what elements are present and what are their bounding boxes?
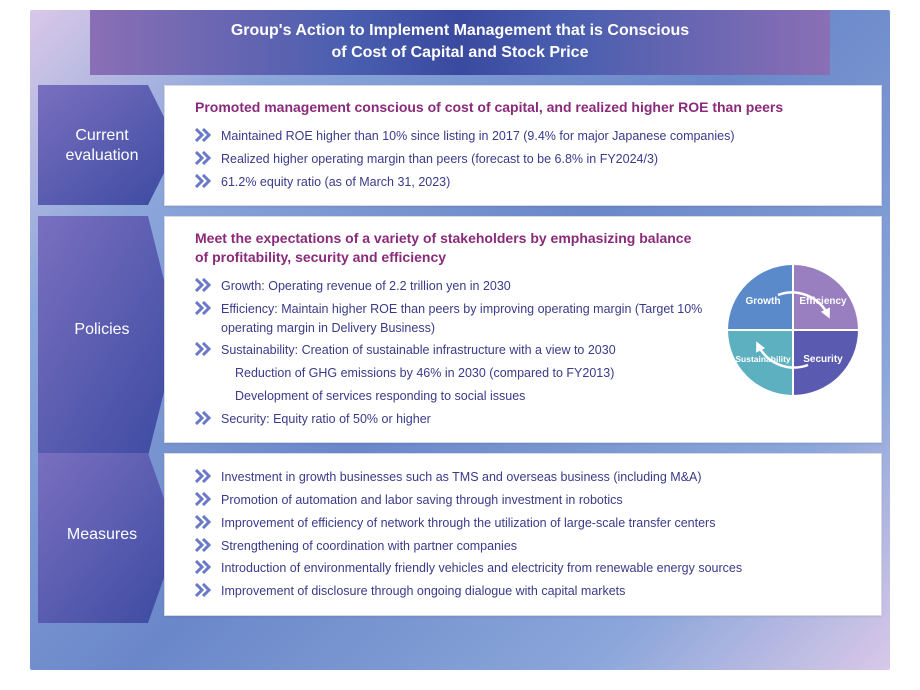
main-title: Group's Action to Implement Management t…	[90, 10, 830, 75]
chevron-icon	[195, 492, 215, 506]
chevron-icon	[195, 342, 215, 356]
title-line-1: Group's Action to Implement Management t…	[110, 20, 810, 42]
list-item: Strengthening of coordination with partn…	[195, 535, 863, 558]
list-item: Growth: Operating revenue of 2.2 trillio…	[195, 275, 706, 298]
list-item-sub: Development of services responding to so…	[195, 385, 706, 408]
bullet-list: Growth: Operating revenue of 2.2 trillio…	[195, 275, 706, 430]
card-policies: Meet the expectations of a variety of st…	[164, 216, 882, 443]
chevron-icon	[195, 174, 215, 188]
chevron-icon	[195, 128, 215, 142]
chevron-icon	[195, 515, 215, 529]
card-current: Promoted management conscious of cost of…	[164, 85, 882, 206]
list-item-sub: Reduction of GHG emissions by 46% in 203…	[195, 362, 706, 385]
section-policies: Policies Meet the expectations of a vari…	[38, 216, 882, 443]
list-item: Realized higher operating margin than pe…	[195, 148, 863, 171]
list-item: Security: Equity ratio of 50% or higher	[195, 408, 706, 431]
list-item: Improvement of efficiency of network thr…	[195, 512, 863, 535]
title-line-2: of Cost of Capital and Stock Price	[110, 42, 810, 64]
chevron-icon	[195, 301, 215, 315]
list-item: Promotion of automation and labor saving…	[195, 489, 863, 512]
tag-current: Current evaluation	[38, 85, 178, 206]
card-heading: Promoted management conscious of cost of…	[195, 98, 863, 117]
tag-label: Current evaluation	[50, 126, 154, 166]
list-item: Maintained ROE higher than 10% since lis…	[195, 125, 863, 148]
card-heading: Meet the expectations of a variety of st…	[195, 229, 706, 267]
list-item: Introduction of environmentally friendly…	[195, 557, 863, 580]
chevron-icon	[195, 560, 215, 574]
tag-policies: Policies	[38, 216, 178, 443]
quadrant-diagram: Growth Efficiency Sustainability Securit…	[723, 260, 863, 400]
section-measures: Measures Investment in growth businesses…	[38, 453, 882, 616]
quad-label-sust: Sustainability	[735, 354, 791, 364]
quad-label-sec: Security	[803, 354, 843, 365]
chevron-icon	[195, 278, 215, 292]
section-current: Current evaluation Promoted management c…	[38, 85, 882, 206]
list-item: 61.2% equity ratio (as of March 31, 2023…	[195, 171, 863, 194]
card-measures: Investment in growth businesses such as …	[164, 453, 882, 616]
chevron-icon	[195, 583, 215, 597]
bullet-list: Maintained ROE higher than 10% since lis…	[195, 125, 863, 193]
infographic-frame: Group's Action to Implement Management t…	[30, 10, 890, 670]
chevron-icon	[195, 469, 215, 483]
list-item: Investment in growth businesses such as …	[195, 466, 863, 489]
list-item: Improvement of disclosure through ongoin…	[195, 580, 863, 603]
quad-label-eff: Efficiency	[799, 296, 847, 307]
chevron-icon	[195, 411, 215, 425]
bullet-list: Investment in growth businesses such as …	[195, 466, 863, 603]
quad-label-growth: Growth	[746, 296, 781, 307]
chevron-icon	[195, 538, 215, 552]
tag-label: Measures	[67, 525, 137, 545]
tag-label: Policies	[74, 320, 129, 340]
list-item: Efficiency: Maintain higher ROE than pee…	[195, 298, 706, 340]
chevron-icon	[195, 151, 215, 165]
list-item: Sustainability: Creation of sustainable …	[195, 339, 706, 362]
tag-measures: Measures	[38, 453, 178, 616]
